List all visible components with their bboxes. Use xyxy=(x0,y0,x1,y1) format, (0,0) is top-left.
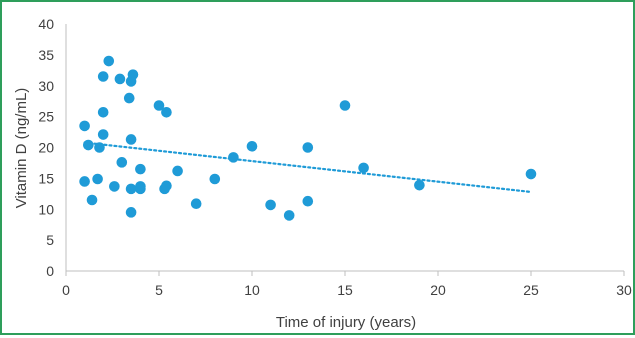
data-point xyxy=(525,168,537,180)
data-point xyxy=(79,176,90,187)
trendline xyxy=(83,141,533,194)
data-point xyxy=(79,120,90,132)
data-point xyxy=(86,194,98,206)
x-tick-label: 25 xyxy=(523,282,539,298)
data-point xyxy=(125,134,137,145)
x-tick-label: 20 xyxy=(430,282,446,298)
data-point xyxy=(246,140,258,152)
data-point xyxy=(339,100,351,111)
x-tick-label: 30 xyxy=(616,282,632,298)
data-point xyxy=(135,183,146,195)
data-point xyxy=(172,165,183,177)
y-tick-label: 5 xyxy=(46,232,54,248)
x-tick-label: 0 xyxy=(62,282,70,298)
y-tick-label: 15 xyxy=(38,170,54,186)
data-point xyxy=(83,139,94,151)
data-point xyxy=(302,142,314,153)
data-point xyxy=(283,210,295,221)
data-point xyxy=(414,179,425,191)
y-tick-label: 30 xyxy=(38,78,54,94)
points-layer xyxy=(79,55,537,221)
data-point xyxy=(114,73,126,85)
y-axis-label: Vitamin D (ng/mL) xyxy=(13,88,30,209)
data-point xyxy=(125,183,137,195)
data-point xyxy=(109,181,120,192)
data-point xyxy=(153,100,165,111)
data-point xyxy=(103,55,115,67)
trendline-layer xyxy=(83,141,533,194)
x-axis-label: Time of injury (years) xyxy=(276,314,416,331)
scatter-chart: 0 5 10 15 20 25 30 35 40 0 5 10 15 20 25 30 Time of inj… xyxy=(13,16,632,331)
data-point xyxy=(190,198,202,209)
data-point xyxy=(127,69,139,80)
data-point xyxy=(97,71,109,82)
y-tick-label: 35 xyxy=(38,47,54,63)
data-point xyxy=(97,129,109,140)
data-point xyxy=(135,163,146,175)
y-tick-label: 10 xyxy=(38,201,54,217)
data-point xyxy=(94,142,105,153)
data-point xyxy=(161,107,172,118)
data-point xyxy=(265,199,276,211)
data-point xyxy=(125,207,137,218)
y-tick-label: 20 xyxy=(38,140,54,156)
axes-layer: 0 5 10 15 20 25 30 35 40 0 5 10 15 20 25 30 xyxy=(38,16,632,298)
data-point xyxy=(358,162,369,174)
y-tick-label: 40 xyxy=(38,16,54,32)
data-point xyxy=(228,152,239,163)
data-point xyxy=(209,173,221,185)
data-point xyxy=(123,92,135,104)
data-point xyxy=(161,180,172,192)
x-tick-label: 10 xyxy=(244,282,260,298)
y-tick-label: 25 xyxy=(38,109,54,125)
data-point xyxy=(97,107,109,118)
y-tick-label: 0 xyxy=(46,263,54,279)
data-point xyxy=(116,157,128,168)
data-point xyxy=(302,195,314,207)
x-tick-label: 15 xyxy=(337,282,353,298)
data-point xyxy=(92,173,103,185)
x-tick-label: 5 xyxy=(155,282,163,298)
